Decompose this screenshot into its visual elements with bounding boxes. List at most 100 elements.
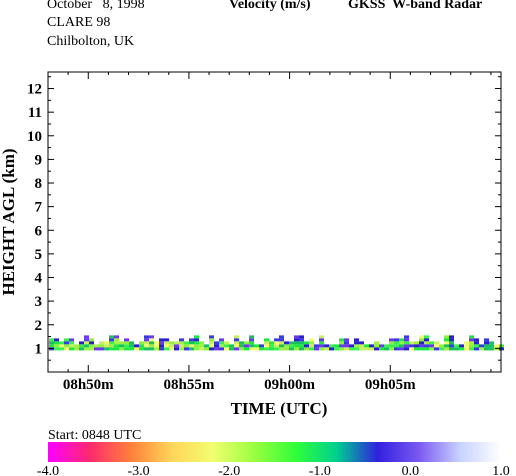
velocity-cell — [99, 341, 104, 345]
start-time-label: Start: 0848 UTC — [48, 428, 141, 443]
velocity-cell — [364, 347, 369, 351]
velocity-cell — [144, 338, 149, 342]
velocity-cell — [464, 341, 469, 345]
x-tick-label: 08h55m — [164, 377, 215, 393]
velocity-cell — [249, 335, 254, 339]
velocity-cell — [219, 347, 224, 351]
velocity-cell — [439, 344, 444, 348]
velocity-cell — [164, 338, 169, 342]
velocity-cell — [339, 344, 344, 348]
velocity-cell — [294, 335, 299, 339]
velocity-cell — [149, 341, 154, 345]
velocity-cell — [204, 347, 209, 351]
velocity-cell — [94, 344, 99, 348]
velocity-cell — [314, 347, 319, 351]
velocity-cell — [379, 344, 384, 348]
velocity-cell — [349, 347, 354, 351]
x-tick-label: 09h05m — [365, 377, 416, 393]
velocity-cell — [174, 341, 179, 345]
velocity-cell — [294, 338, 299, 342]
velocity-cell — [49, 347, 54, 351]
y-tick-label: 5 — [35, 247, 43, 263]
velocity-cell — [279, 341, 284, 345]
colorbar-tick-label: -2.0 — [218, 464, 240, 476]
velocity-cell — [269, 347, 274, 351]
velocity-cell — [259, 347, 264, 351]
velocity-cell — [169, 344, 174, 348]
velocity-cell — [264, 347, 269, 351]
velocity-cell — [344, 344, 349, 348]
velocity-cell — [179, 341, 184, 345]
y-tick-label: 8 — [35, 176, 43, 192]
velocity-cell — [494, 344, 499, 348]
velocity-cell — [339, 347, 344, 351]
velocity-cell — [419, 335, 424, 339]
velocity-cell — [69, 347, 74, 351]
velocity-cell — [59, 344, 64, 348]
velocity-cell — [249, 341, 254, 345]
velocity-cell — [324, 347, 329, 351]
velocity-cell — [424, 344, 429, 348]
velocity-cell — [149, 344, 154, 348]
velocity-cell — [294, 344, 299, 348]
instrument-title: GKSS W-band Radar — [348, 0, 483, 12]
velocity-cell — [134, 344, 139, 348]
velocity-cell — [109, 344, 114, 348]
velocity-cell — [199, 341, 204, 345]
velocity-cell — [319, 338, 324, 342]
velocity-cell — [109, 347, 114, 351]
velocity-cell — [124, 347, 129, 351]
velocity-cell — [399, 341, 404, 345]
velocity-cell — [229, 344, 234, 348]
velocity-cell — [94, 347, 99, 351]
velocity-cell — [449, 341, 454, 345]
velocity-cell — [264, 338, 269, 342]
velocity-cell — [99, 344, 104, 348]
velocity-cell — [324, 344, 329, 348]
velocity-cell — [384, 344, 389, 348]
y-tick-label: 10 — [27, 129, 42, 145]
velocity-cell — [54, 344, 59, 348]
velocity-cell — [154, 347, 159, 351]
velocity-cell — [269, 344, 274, 348]
velocity-cell — [309, 341, 314, 345]
velocity-cell — [169, 347, 174, 351]
velocity-cell — [349, 344, 354, 348]
velocity-cell — [114, 338, 119, 342]
velocity-cell — [444, 344, 449, 348]
velocity-cell — [49, 344, 54, 348]
velocity-cell — [344, 338, 349, 342]
velocity-cell — [389, 338, 394, 342]
velocity-cell — [399, 344, 404, 348]
velocity-cell — [279, 335, 284, 339]
velocity-cell — [494, 347, 499, 351]
velocity-cell — [194, 338, 199, 342]
velocity-cell — [444, 347, 449, 351]
velocity-cell — [109, 341, 114, 345]
velocity-cell — [144, 344, 149, 348]
velocity-cell — [339, 338, 344, 342]
velocity-cell — [229, 347, 234, 351]
velocity-cell — [234, 347, 239, 351]
velocity-cell — [104, 344, 109, 348]
velocity-cell — [234, 344, 239, 348]
velocity-cell — [284, 344, 289, 348]
velocity-cell — [469, 338, 474, 342]
velocity-cell — [79, 341, 84, 345]
velocity-cell — [354, 347, 359, 351]
velocity-cell — [274, 344, 279, 348]
velocity-cell — [179, 344, 184, 348]
velocity-cell — [394, 341, 399, 345]
velocity-cell — [144, 335, 149, 339]
velocity-cell — [154, 344, 159, 348]
velocity-cell — [149, 335, 154, 339]
velocity-cell — [364, 344, 369, 348]
x-tick-label: 08h50m — [63, 377, 114, 393]
velocity-cell — [104, 347, 109, 351]
velocity-cell — [209, 341, 214, 345]
velocity-cell — [179, 338, 184, 342]
velocity-cell — [184, 347, 189, 351]
velocity-cell — [454, 347, 459, 351]
velocity-cell — [299, 338, 304, 342]
